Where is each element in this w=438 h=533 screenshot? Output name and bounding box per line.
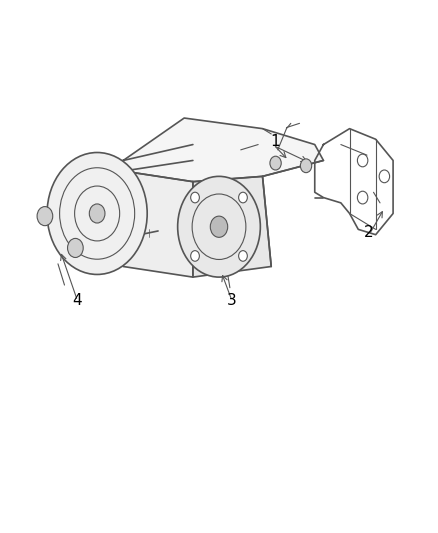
Circle shape xyxy=(89,204,105,223)
Circle shape xyxy=(270,156,281,170)
Circle shape xyxy=(191,192,199,203)
Circle shape xyxy=(300,159,312,173)
Circle shape xyxy=(191,251,199,261)
Circle shape xyxy=(178,176,260,277)
Polygon shape xyxy=(123,118,323,182)
Circle shape xyxy=(37,207,53,225)
Text: 4: 4 xyxy=(73,294,82,309)
Text: 3: 3 xyxy=(227,294,237,309)
Circle shape xyxy=(239,251,247,261)
Polygon shape xyxy=(123,171,193,277)
Circle shape xyxy=(210,216,228,237)
Text: 2: 2 xyxy=(364,224,374,239)
Circle shape xyxy=(47,152,147,274)
Circle shape xyxy=(239,192,247,203)
Circle shape xyxy=(67,238,83,257)
Polygon shape xyxy=(193,176,271,277)
Text: 1: 1 xyxy=(271,134,280,149)
